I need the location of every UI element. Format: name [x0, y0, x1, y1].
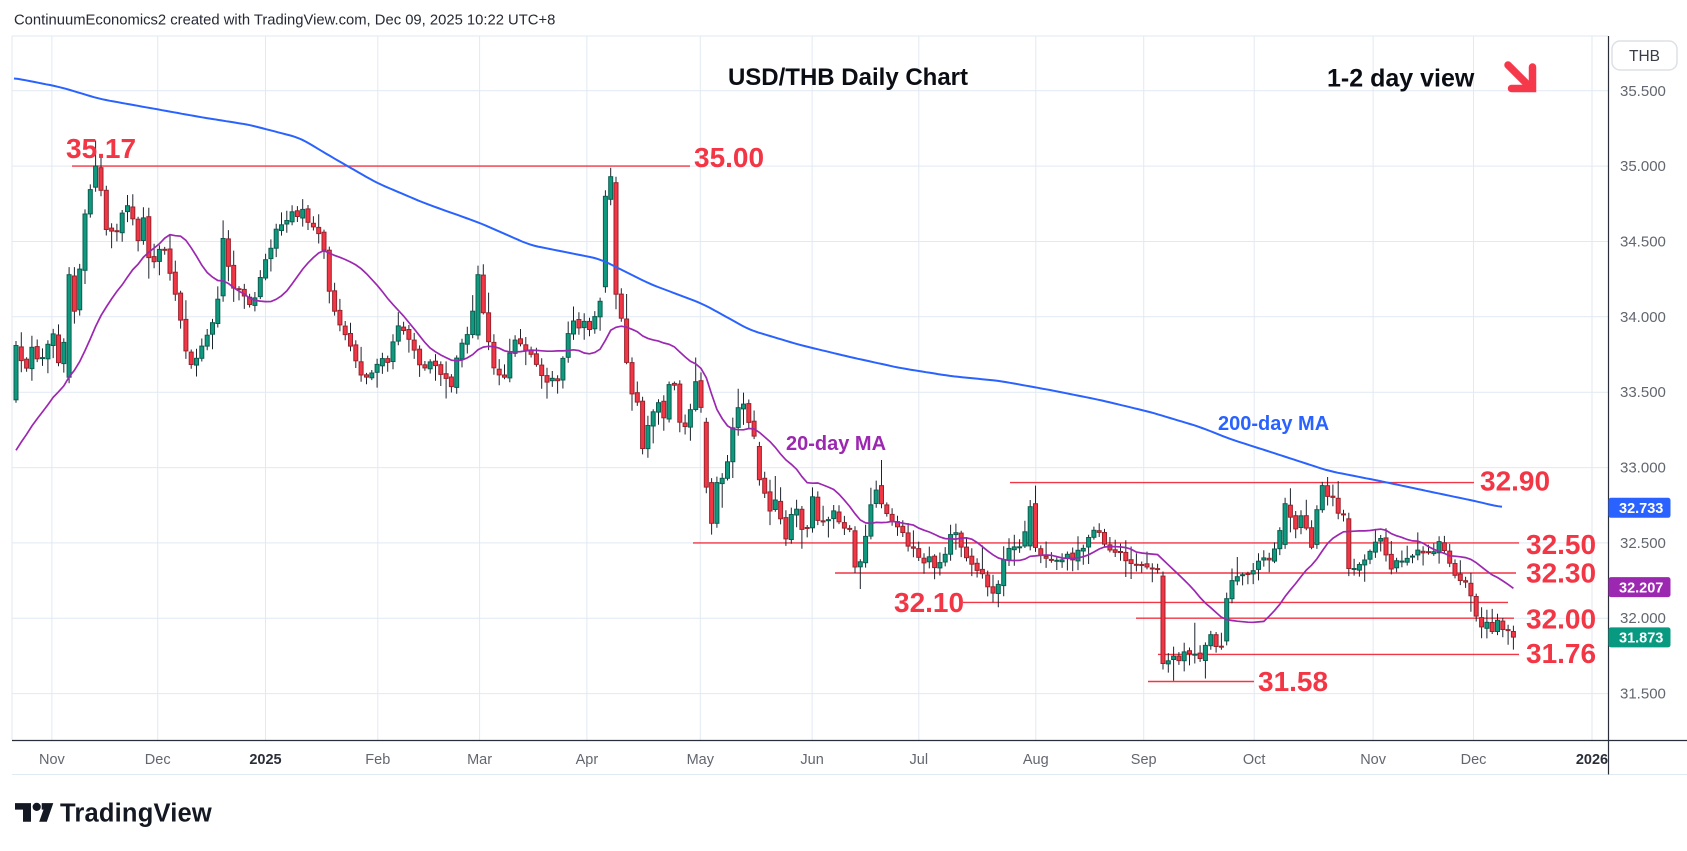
svg-text:May: May — [687, 752, 715, 768]
svg-text:Aug: Aug — [1023, 752, 1049, 768]
svg-text:Sep: Sep — [1131, 752, 1157, 768]
svg-text:35.500: 35.500 — [1620, 83, 1666, 100]
svg-text:Apr: Apr — [576, 752, 599, 768]
svg-text:32.50: 32.50 — [1526, 529, 1596, 560]
svg-text:31.58: 31.58 — [1258, 666, 1328, 697]
svg-text:Feb: Feb — [365, 752, 390, 768]
svg-text:31.76: 31.76 — [1526, 638, 1596, 669]
svg-text:200-day MA: 200-day MA — [1218, 413, 1329, 435]
svg-text:35.17: 35.17 — [66, 133, 136, 164]
svg-text:33.500: 33.500 — [1620, 384, 1666, 401]
svg-text:32.000: 32.000 — [1620, 610, 1666, 627]
svg-text:2025: 2025 — [249, 752, 281, 768]
svg-text:32.00: 32.00 — [1526, 604, 1596, 635]
svg-text:Dec: Dec — [1461, 752, 1487, 768]
svg-text:ContinuumEconomics2 created wi: ContinuumEconomics2 created with Trading… — [14, 13, 555, 29]
svg-text:31.500: 31.500 — [1620, 686, 1666, 703]
svg-text:32.10: 32.10 — [894, 587, 964, 618]
svg-text:32.500: 32.500 — [1620, 535, 1666, 552]
svg-text:Jun: Jun — [800, 752, 823, 768]
svg-text:TradingView: TradingView — [60, 800, 212, 828]
svg-text:Mar: Mar — [467, 752, 492, 768]
svg-text:Dec: Dec — [145, 752, 171, 768]
svg-text:Jul: Jul — [910, 752, 929, 768]
svg-text:32.733: 32.733 — [1619, 501, 1663, 517]
svg-text:31.873: 31.873 — [1619, 631, 1663, 647]
svg-text:34.000: 34.000 — [1620, 309, 1666, 326]
svg-text:32.30: 32.30 — [1526, 558, 1596, 589]
svg-text:32.90: 32.90 — [1480, 466, 1550, 497]
svg-text:USD/THB Daily Chart: USD/THB Daily Chart — [728, 64, 968, 91]
svg-text:Nov: Nov — [1360, 752, 1387, 768]
svg-text:32.207: 32.207 — [1619, 580, 1663, 596]
svg-text:2026: 2026 — [1576, 752, 1608, 768]
svg-text:33.000: 33.000 — [1620, 460, 1666, 477]
svg-text:35.000: 35.000 — [1620, 158, 1666, 175]
svg-text:Oct: Oct — [1243, 752, 1266, 768]
svg-text:34.500: 34.500 — [1620, 234, 1666, 251]
svg-text:Nov: Nov — [39, 752, 66, 768]
svg-text:35.00: 35.00 — [694, 142, 764, 173]
svg-text:20-day MA: 20-day MA — [786, 433, 886, 455]
svg-text:1-2 day view: 1-2 day view — [1327, 65, 1475, 93]
svg-text:THB: THB — [1629, 48, 1660, 65]
